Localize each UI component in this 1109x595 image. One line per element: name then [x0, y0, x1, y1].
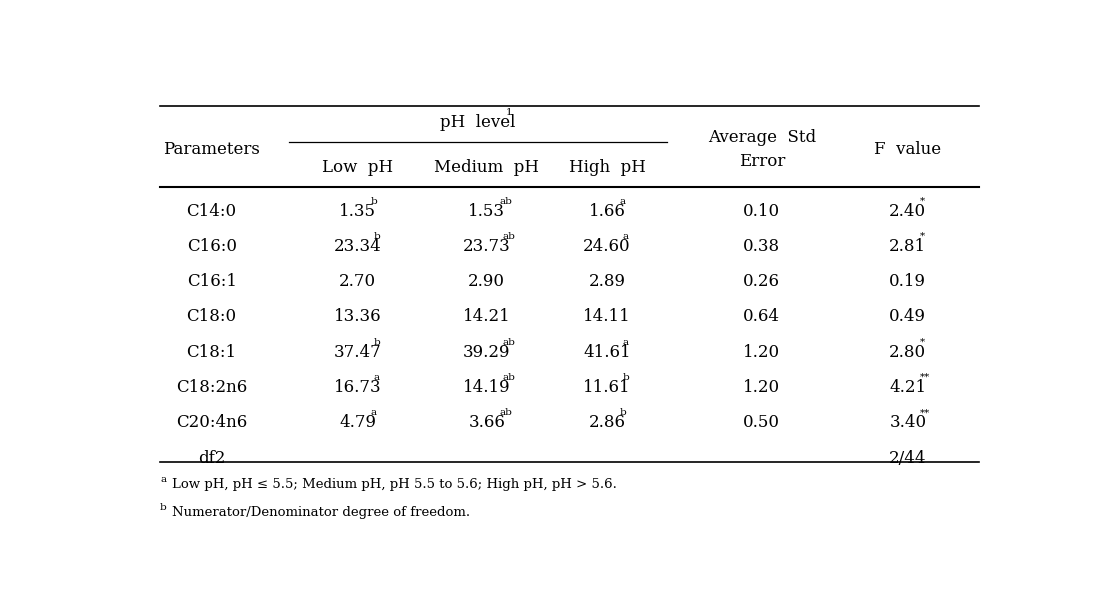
Text: 2.86: 2.86 [589, 414, 625, 431]
Text: 1.35: 1.35 [339, 203, 376, 220]
Text: 0.10: 0.10 [743, 203, 781, 220]
Text: 37.47: 37.47 [334, 344, 381, 361]
Text: b: b [622, 373, 629, 382]
Text: 0.64: 0.64 [743, 308, 781, 325]
Text: a: a [620, 197, 625, 206]
Text: Parameters: Parameters [163, 141, 261, 158]
Text: 16.73: 16.73 [334, 379, 381, 396]
Text: 2.70: 2.70 [339, 273, 376, 290]
Text: b: b [374, 232, 380, 241]
Text: C20:4n6: C20:4n6 [176, 414, 247, 431]
Text: df2: df2 [199, 450, 225, 466]
Text: ab: ab [502, 338, 515, 347]
Text: b: b [620, 408, 627, 418]
Text: 1.20: 1.20 [743, 344, 781, 361]
Text: b: b [370, 197, 377, 206]
Text: 0.38: 0.38 [743, 238, 781, 255]
Text: 14.21: 14.21 [462, 308, 510, 325]
Text: C14:0: C14:0 [186, 203, 236, 220]
Text: 2.81: 2.81 [889, 238, 926, 255]
Text: a: a [374, 373, 379, 382]
Text: Low pH, pH ≤ 5.5; Medium pH, pH 5.5 to 5.6; High pH, pH > 5.6.: Low pH, pH ≤ 5.5; Medium pH, pH 5.5 to 5… [172, 478, 617, 491]
Text: 0.50: 0.50 [743, 414, 781, 431]
Text: 1.53: 1.53 [468, 203, 506, 220]
Text: *: * [920, 197, 925, 206]
Text: High  pH: High pH [569, 159, 645, 176]
Text: Low  pH: Low pH [323, 159, 394, 176]
Text: a: a [370, 408, 376, 418]
Text: 1: 1 [506, 108, 512, 117]
Text: b: b [374, 338, 380, 347]
Text: C16:0: C16:0 [186, 238, 236, 255]
Text: 3.40: 3.40 [889, 414, 926, 431]
Text: 11.61: 11.61 [583, 379, 631, 396]
Text: F  value: F value [874, 141, 942, 158]
Text: C18:1: C18:1 [186, 344, 236, 361]
Text: 2/44: 2/44 [889, 450, 927, 466]
Text: 1.66: 1.66 [589, 203, 625, 220]
Text: C18:0: C18:0 [186, 308, 236, 325]
Text: a: a [160, 475, 166, 484]
Text: 4.21: 4.21 [889, 379, 926, 396]
Text: 0.49: 0.49 [889, 308, 926, 325]
Text: 2.89: 2.89 [589, 273, 625, 290]
Text: 2.40: 2.40 [889, 203, 926, 220]
Text: a: a [622, 338, 629, 347]
Text: ab: ab [499, 408, 512, 418]
Text: 14.11: 14.11 [583, 308, 631, 325]
Text: **: ** [920, 373, 930, 382]
Text: a: a [622, 232, 629, 241]
Text: **: ** [920, 408, 930, 418]
Text: b: b [160, 503, 166, 512]
Text: 1.20: 1.20 [743, 379, 781, 396]
Text: ab: ab [502, 373, 515, 382]
Text: 14.19: 14.19 [462, 379, 510, 396]
Text: ab: ab [499, 197, 512, 206]
Text: 13.36: 13.36 [334, 308, 381, 325]
Text: 3.66: 3.66 [468, 414, 506, 431]
Text: 23.73: 23.73 [462, 238, 510, 255]
Text: Numerator/Denominator degree of freedom.: Numerator/Denominator degree of freedom. [172, 506, 470, 519]
Text: 2.80: 2.80 [889, 344, 926, 361]
Text: pH  level: pH level [440, 114, 516, 131]
Text: ab: ab [502, 232, 515, 241]
Text: *: * [920, 338, 925, 347]
Text: 41.61: 41.61 [583, 344, 631, 361]
Text: 23.34: 23.34 [334, 238, 381, 255]
Text: 0.26: 0.26 [743, 273, 781, 290]
Text: 0.19: 0.19 [889, 273, 926, 290]
Text: 4.79: 4.79 [339, 414, 376, 431]
Text: 39.29: 39.29 [462, 344, 510, 361]
Text: C18:2n6: C18:2n6 [176, 379, 247, 396]
Text: 24.60: 24.60 [583, 238, 631, 255]
Text: Average  Std
Error: Average Std Error [708, 130, 816, 170]
Text: Medium  pH: Medium pH [435, 159, 539, 176]
Text: 2.90: 2.90 [468, 273, 506, 290]
Text: C16:1: C16:1 [186, 273, 236, 290]
Text: *: * [920, 232, 925, 241]
